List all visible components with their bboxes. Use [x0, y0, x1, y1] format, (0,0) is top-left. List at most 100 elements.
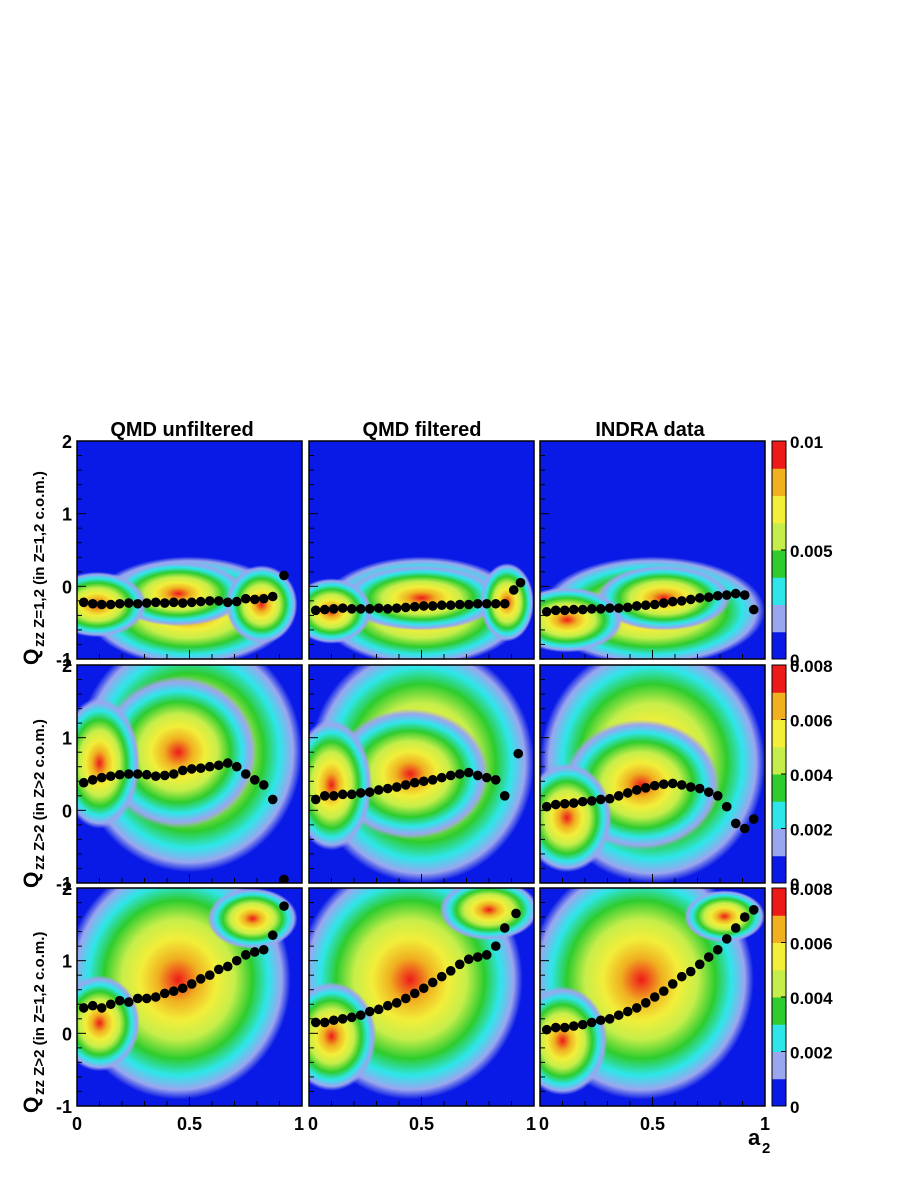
colorbar-segment: [772, 631, 786, 660]
x-tick-label: 0.5: [409, 1114, 434, 1134]
profile-marker: [231, 955, 242, 966]
column-title-qmd-unfiltered: QMD unfiltered: [110, 419, 253, 441]
y-tick-label: 1: [62, 729, 72, 749]
profile-marker: [328, 604, 339, 614]
profile-marker: [267, 591, 278, 602]
y-tick-label: -1: [56, 650, 72, 670]
profile-marker: [96, 772, 107, 783]
profile-marker: [568, 798, 579, 808]
profile-marker: [463, 767, 474, 778]
profile-marker: [222, 758, 233, 768]
profile-marker: [631, 785, 642, 795]
profile-marker: [640, 600, 651, 611]
profile-marker: [649, 599, 660, 610]
profile-marker: [249, 775, 260, 785]
density-contour: [99, 675, 257, 829]
profile-marker: [748, 814, 759, 824]
colorbar-row-1: 0 0.005 0.01: [771, 433, 833, 670]
y-axis-label-row-1: Q zz Z=1,2 (in Z=1,2 c.o.m.): [20, 471, 48, 665]
profile-marker: [373, 785, 384, 795]
profile-marker: [96, 1003, 107, 1013]
profile-marker: [418, 601, 429, 611]
profile-marker: [222, 961, 233, 972]
colorbar-tick-label: 0.006: [790, 712, 833, 731]
profile-marker: [328, 791, 339, 801]
profile-marker: [195, 596, 206, 607]
x-tick-label: 0: [539, 1114, 549, 1134]
profile-marker: [364, 787, 375, 797]
profile-marker: [481, 950, 492, 960]
density-contour: [77, 697, 140, 829]
profile-marker: [195, 974, 206, 984]
profile-marker: [541, 1024, 552, 1035]
profile-marker: [337, 789, 348, 800]
profile-marker: [712, 590, 723, 601]
colorbar-tick-label: 0.002: [790, 821, 833, 840]
x-axis-label-sub: 2: [762, 1140, 770, 1157]
profile-marker: [204, 970, 215, 980]
profile-marker: [445, 966, 456, 976]
profile-marker: [279, 901, 289, 911]
profile-marker: [613, 603, 624, 613]
colorbar-segment: [772, 577, 786, 605]
profile-marker: [568, 604, 579, 615]
density-contour: [540, 986, 608, 1096]
density-contour: [596, 565, 732, 631]
profile-marker: [114, 995, 125, 1006]
profile-marker: [622, 788, 633, 798]
colorbar-row-2: 0 0.002 0.004 0.006 0.008: [771, 657, 833, 894]
profile-marker: [490, 775, 501, 785]
colorbar-segment: [772, 441, 786, 469]
profile-marker: [658, 779, 669, 789]
colorbar-tick-label: 0: [790, 875, 799, 894]
profile-marker: [481, 598, 492, 609]
profile-marker: [445, 600, 456, 611]
profile-marker: [346, 604, 357, 614]
profile-marker: [676, 971, 687, 982]
profile-marker: [159, 770, 170, 781]
profile-marker: [541, 606, 552, 617]
profile-marker: [328, 1015, 339, 1026]
y-tick-label: 0: [62, 577, 72, 597]
y-tick-label: 1: [62, 952, 72, 972]
profile-marker: [499, 598, 510, 609]
profile-marker: [472, 952, 483, 962]
profile-marker: [649, 992, 660, 1002]
profile-marker: [595, 794, 606, 805]
colorbar-segment: [772, 801, 786, 829]
profile-marker: [490, 598, 501, 609]
profile-marker: [436, 971, 447, 982]
colorbar-segment: [772, 888, 786, 916]
density-contour: [684, 890, 765, 943]
profile-marker: [249, 947, 260, 957]
profile-marker: [604, 793, 615, 804]
profile-marker: [123, 598, 134, 608]
profile-marker: [739, 590, 750, 600]
profile-marker: [355, 1010, 366, 1020]
heatmap-panel-r1-c1: [76, 440, 303, 660]
profile-marker: [267, 794, 278, 805]
profile-marker: [703, 787, 714, 797]
profile-marker: [231, 761, 242, 772]
panel-grid: [76, 440, 766, 1107]
profile-marker: [649, 780, 660, 791]
profile-marker: [213, 964, 224, 975]
colorbar-row-3: 0 0.002 0.004 0.006 0.008: [771, 880, 833, 1117]
profile-marker: [78, 777, 89, 788]
colorbar-segment: [772, 915, 786, 943]
heatmap-panel-r1-c3: [539, 440, 766, 660]
profile-marker: [427, 775, 438, 785]
profile-marker: [409, 777, 420, 788]
x-tick-label: 0: [308, 1114, 318, 1134]
profile-marker: [490, 941, 501, 951]
profile-marker: [685, 782, 696, 792]
y-axis-label-main: Q: [20, 872, 43, 888]
colorbar-tick-label: 0.01: [790, 433, 823, 452]
colorbar-segment: [772, 495, 786, 524]
profile-marker: [463, 599, 474, 610]
profile-marker: [427, 601, 438, 611]
profile-marker: [337, 1014, 348, 1024]
profile-marker: [613, 791, 624, 801]
profile-marker: [267, 930, 278, 941]
